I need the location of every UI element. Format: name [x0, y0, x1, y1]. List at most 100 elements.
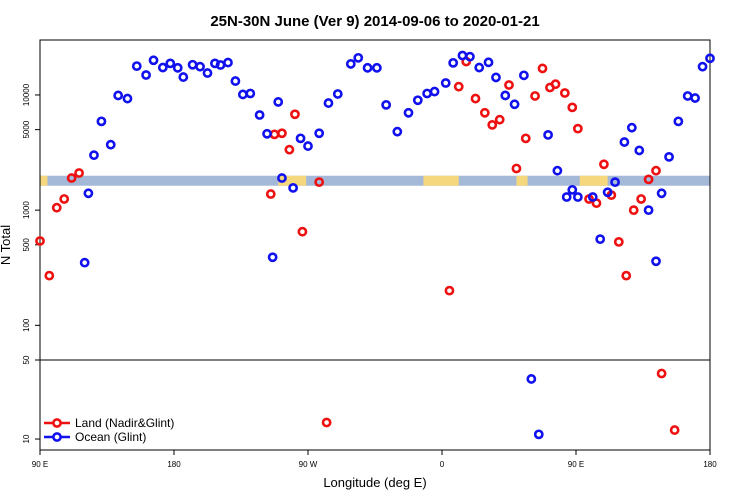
ocean-point [465, 51, 475, 62]
land-point [284, 144, 295, 155]
ocean-point [457, 50, 468, 61]
ocean-point [345, 59, 356, 69]
legend-marker [52, 418, 62, 428]
ocean-point [422, 88, 433, 99]
ocean-point [195, 61, 205, 72]
ocean-point [664, 151, 674, 162]
data-points [35, 50, 715, 440]
land-point [453, 81, 464, 92]
band-land-segment [579, 175, 608, 186]
ocean-point [122, 93, 133, 104]
land-point [277, 128, 287, 139]
ocean-point [262, 128, 272, 139]
land-point [59, 194, 70, 204]
chart-title: 25N-30N June (Ver 9) 2014-09-06 to 2020-… [210, 13, 539, 30]
land-point [530, 91, 540, 101]
legend-marker [52, 432, 62, 442]
land-point [550, 79, 561, 90]
land-point [66, 173, 77, 183]
x-tick-label: 90 E [568, 460, 584, 469]
ocean-point [682, 91, 693, 101]
ocean-point [572, 192, 583, 202]
ocean-point [113, 90, 124, 101]
ocean-point [202, 68, 213, 78]
ocean-point [295, 133, 306, 144]
ocean-point [323, 98, 334, 108]
band-ocean [40, 175, 710, 186]
land-point [599, 159, 609, 170]
ocean-point [187, 59, 198, 70]
land-point [470, 93, 481, 104]
ocean-point [273, 97, 284, 107]
land-point [479, 107, 490, 118]
y-tick-label: 5000 [22, 120, 31, 138]
ocean-point [178, 72, 189, 82]
land-point [35, 236, 45, 246]
band-land-segment [516, 175, 528, 186]
land-point [44, 270, 55, 281]
ocean-point [237, 89, 248, 100]
y-tick-label: 50 [22, 355, 31, 364]
x-tick-label: 90 E [32, 460, 48, 469]
land-point [669, 425, 680, 435]
ocean-point [362, 62, 373, 73]
ocean-point [381, 99, 392, 110]
land-point [290, 109, 300, 120]
land-point [269, 129, 280, 140]
land-point [494, 114, 505, 125]
land-point [487, 119, 498, 130]
land-point [621, 270, 632, 281]
ocean-point [474, 62, 485, 73]
ocean-point [634, 145, 645, 156]
land-point [321, 417, 332, 428]
legend-label: Ocean (Glint) [75, 430, 146, 444]
ocean-point [245, 88, 256, 99]
ocean-point [500, 90, 511, 101]
axes: 90 E 180 90 W 0 90 E 180 50 100 500 1000 5000 10000… [22, 83, 717, 469]
ocean-point [277, 173, 287, 183]
ocean-point [440, 78, 451, 88]
land-point [444, 285, 455, 296]
land-point [504, 80, 514, 90]
ocean-point [656, 188, 667, 199]
land-point [559, 88, 570, 98]
y-tick-label: 500 [22, 238, 31, 252]
ocean-point [314, 128, 325, 139]
y-axis-title: N Total [0, 225, 13, 265]
plot-frame [39, 39, 711, 451]
land-point [636, 194, 647, 204]
ocean-point [403, 107, 414, 118]
ocean-point [332, 89, 343, 99]
land-point [511, 163, 522, 174]
x-tick-label: 180 [703, 460, 717, 469]
y-tick-label: 100 [22, 318, 31, 332]
ocean-point [172, 62, 183, 73]
ocean-point [131, 61, 142, 72]
land-point [628, 205, 639, 216]
ocean-point [619, 137, 630, 147]
ocean-point [705, 53, 715, 64]
land-point [297, 226, 308, 237]
ocean-point [141, 70, 151, 80]
ocean-point [448, 57, 459, 68]
ocean-point [491, 72, 501, 83]
ocean-point [215, 60, 226, 70]
y-tick-label: 1000 [22, 201, 31, 219]
ocean-point [392, 126, 403, 137]
ocean-point [230, 76, 241, 86]
legend-label: Land (Nadir&Glint) [75, 416, 174, 430]
x-tick-label: 0 [440, 460, 445, 469]
ocean-point [89, 150, 99, 161]
land-point [643, 174, 654, 185]
ocean-point [643, 205, 654, 216]
land-point [314, 177, 325, 188]
series-ocean [79, 50, 715, 440]
land-point [537, 63, 548, 74]
ocean-point [690, 93, 701, 103]
y-tick-label: 10 [22, 434, 31, 443]
x-axis-title: Longitude (deg E) [323, 475, 426, 490]
land-point [572, 123, 583, 134]
ocean-point [371, 62, 382, 73]
ocean-point [429, 86, 440, 97]
land-point [613, 237, 624, 247]
